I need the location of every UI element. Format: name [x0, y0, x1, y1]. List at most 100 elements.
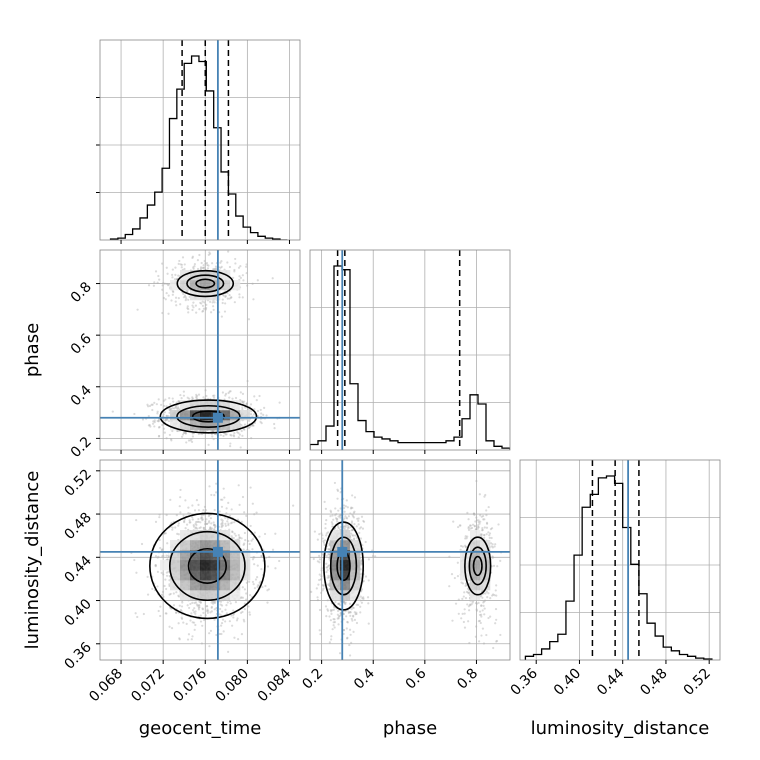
scatter-point — [328, 615, 330, 617]
scatter-point — [478, 521, 480, 523]
scatter-point — [205, 307, 207, 309]
density-cell — [220, 280, 230, 290]
scatter-point — [493, 565, 495, 567]
scatter-point — [181, 397, 183, 399]
scatter-point — [474, 525, 476, 527]
scatter-point — [175, 297, 177, 299]
scatter-point — [365, 541, 367, 543]
scatter-point — [325, 615, 327, 617]
scatter-point — [227, 601, 229, 603]
scatter-point — [158, 426, 160, 428]
scatter-point — [221, 315, 223, 317]
scatter-point — [328, 548, 330, 550]
scatter-point — [241, 430, 243, 432]
scatter-point — [361, 516, 363, 518]
scatter-point — [187, 507, 189, 509]
scatter-point — [234, 533, 236, 535]
scatter-point — [147, 405, 149, 407]
scatter-point — [203, 527, 205, 529]
scatter-point — [462, 613, 464, 615]
scatter-point — [480, 604, 482, 606]
scatter-point — [167, 313, 169, 315]
scatter-point — [250, 403, 252, 405]
scatter-point — [460, 582, 462, 584]
y-tick-label: 0.44 — [61, 553, 94, 586]
scatter-point — [175, 301, 177, 303]
scatter-point — [351, 514, 353, 516]
scatter-point — [256, 586, 258, 588]
scatter-point — [321, 534, 323, 536]
scatter-point — [227, 250, 229, 252]
scatter-point — [322, 588, 324, 590]
scatter-point — [260, 568, 262, 570]
scatter-point — [458, 613, 460, 615]
scatter-point — [257, 565, 259, 567]
scatter-point — [203, 301, 205, 303]
scatter-point — [221, 610, 223, 612]
scatter-point — [345, 505, 347, 507]
scatter-point — [339, 652, 341, 654]
scatter-point — [208, 645, 210, 647]
scatter-point — [234, 301, 236, 303]
scatter-point — [189, 519, 191, 521]
scatter-point — [324, 539, 326, 541]
scatter-point — [238, 536, 240, 538]
x-axis-label: geocent_time — [139, 718, 262, 739]
scatter-point — [178, 637, 180, 639]
scatter-point — [233, 637, 235, 639]
scatter-point — [161, 549, 163, 551]
scatter-point — [207, 444, 209, 446]
scatter-point — [253, 413, 255, 415]
scatter-point — [317, 560, 319, 562]
panel-content — [100, 460, 300, 662]
x-tick-label: 0.076 — [170, 665, 210, 705]
scatter-point — [213, 309, 215, 311]
scatter-point — [326, 532, 328, 534]
scatter-point — [213, 619, 215, 621]
scatter-point — [157, 557, 159, 559]
scatter-point — [496, 640, 498, 642]
scatter-point — [194, 527, 196, 529]
scatter-point — [153, 285, 155, 287]
scatter-point — [176, 514, 178, 516]
scatter-point — [475, 516, 477, 518]
scatter-point — [221, 506, 223, 508]
scatter-point — [482, 529, 484, 531]
scatter-point — [245, 515, 247, 517]
scatter-point — [321, 567, 323, 569]
scatter-point — [179, 496, 181, 498]
scatter-point — [350, 642, 352, 644]
x-tick-label: 0.36 — [508, 665, 541, 698]
scatter-point — [492, 593, 494, 595]
scatter-point — [460, 617, 462, 619]
scatter-point — [253, 513, 255, 515]
scatter-point — [223, 630, 225, 632]
scatter-point — [166, 542, 168, 544]
scatter-point — [316, 596, 318, 598]
scatter-point — [183, 395, 185, 397]
scatter-point — [457, 526, 459, 528]
scatter-point — [484, 592, 486, 594]
scatter-point — [354, 534, 356, 536]
scatter-point — [221, 499, 223, 501]
scatter-point — [172, 268, 174, 270]
scatter-point — [204, 523, 206, 525]
scatter-point — [173, 407, 175, 409]
scatter-point — [229, 266, 231, 268]
scatter-point — [486, 527, 488, 529]
scatter-point — [233, 432, 235, 434]
scatter-point — [231, 531, 233, 533]
scatter-point — [279, 402, 281, 404]
panel-frame — [520, 460, 720, 660]
y-tick-label: 0.52 — [61, 466, 94, 499]
scatter-point — [211, 262, 213, 264]
scatter-point — [345, 525, 347, 527]
scatter-point — [357, 604, 359, 606]
scatter-point — [330, 619, 332, 621]
scatter-point — [224, 296, 226, 298]
scatter-point — [200, 620, 202, 622]
scatter-point — [148, 284, 150, 286]
scatter-point — [319, 629, 321, 631]
